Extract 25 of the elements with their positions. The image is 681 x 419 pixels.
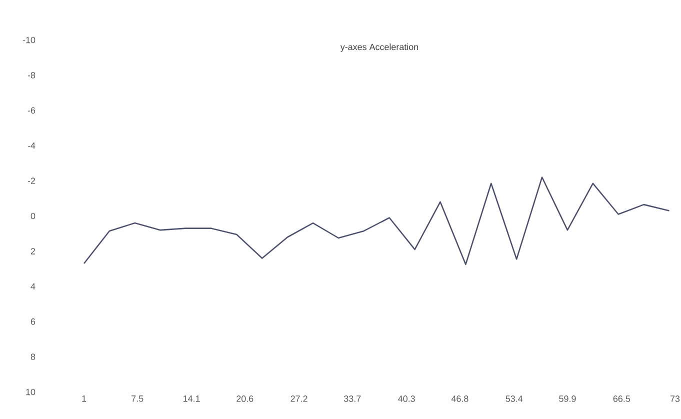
y-tick-label: 8	[30, 354, 36, 360]
y-tick-label: 2	[30, 248, 36, 254]
x-tick-label: 66.5	[613, 396, 630, 402]
y-tick-label: -6	[28, 107, 36, 114]
y-tick-label: -4	[28, 142, 36, 149]
x-tick-label: 33.7	[344, 396, 361, 402]
y-tick-label: 4	[30, 283, 36, 290]
x-tick-label: 53.4	[506, 396, 523, 402]
x-tick-label: 1	[82, 396, 86, 402]
x-tick-label: 73	[670, 396, 680, 402]
x-tick-label: 59.9	[559, 396, 576, 402]
line-series	[83, 176, 670, 266]
y-tick-label: 6	[30, 318, 36, 325]
y-tick-label: 10	[26, 388, 36, 396]
chart-title: y-axes Acceleration	[340, 44, 418, 52]
x-tick-label: 27.2	[290, 396, 308, 402]
y-tick-label: 0	[30, 212, 36, 220]
x-tick-label: 20.6	[236, 396, 254, 402]
x-tick-label: 46.8	[451, 396, 468, 402]
y-tick-label: -2	[28, 178, 36, 184]
y-tick-label: -8	[28, 72, 36, 78]
x-tick-label: 7.5	[132, 396, 144, 402]
x-tick-label: 14.1	[183, 396, 200, 402]
y-tick-label: -10	[22, 36, 36, 44]
x-tick-label: 40.3	[398, 396, 415, 402]
